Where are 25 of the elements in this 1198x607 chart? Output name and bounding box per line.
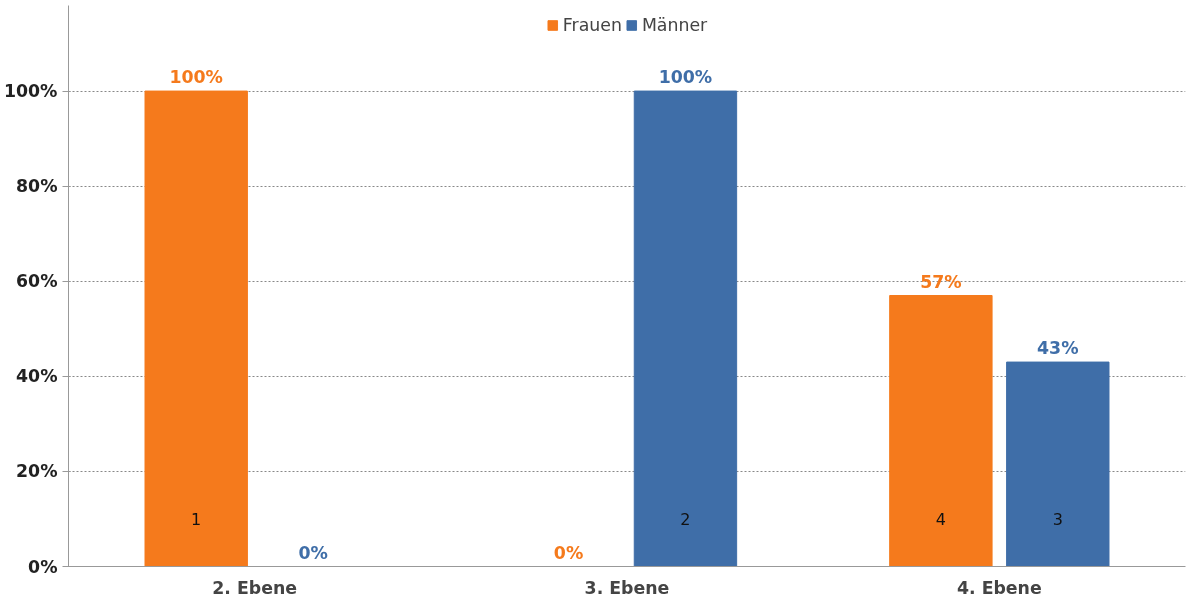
- y-tick-label: 100%: [3, 81, 58, 102]
- y-tick-label: 20%: [16, 461, 58, 482]
- data-label: 57%: [920, 271, 962, 292]
- legend-label: Männer: [641, 15, 708, 35]
- annotation: 3: [1052, 509, 1063, 529]
- annotation: 1: [191, 509, 202, 529]
- data-label: 43%: [1037, 338, 1079, 359]
- y-tick-label: 80%: [16, 176, 58, 197]
- bar: [1006, 361, 1110, 567]
- annotation: 2: [680, 509, 691, 529]
- x-tick-label: 4. Ebene: [956, 577, 1042, 598]
- y-tick-label: 0%: [28, 556, 58, 577]
- bar: [144, 90, 248, 567]
- legend-label: Frauen: [562, 15, 622, 35]
- y-tick-label: 60%: [16, 271, 58, 292]
- x-tick-label: 3. Ebene: [584, 577, 670, 598]
- data-label: 0%: [553, 542, 584, 563]
- y-tick-label: 40%: [16, 366, 58, 387]
- bar: [633, 90, 738, 567]
- data-label: 0%: [298, 542, 328, 563]
- x-tick-label: 2. Ebene: [212, 577, 298, 598]
- annotation: 4: [935, 509, 946, 529]
- data-label: 100%: [169, 67, 223, 88]
- bar: [889, 295, 993, 567]
- data-label: 100%: [658, 67, 713, 88]
